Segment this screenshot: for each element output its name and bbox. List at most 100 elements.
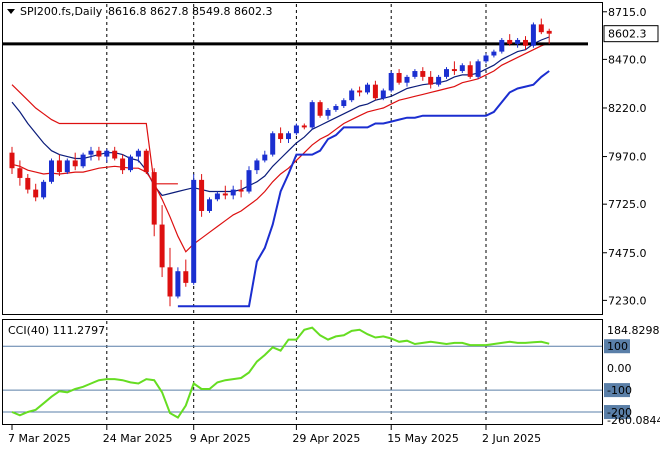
candle-up [207, 199, 212, 211]
candle-up [412, 71, 418, 77]
candle-down [25, 177, 31, 190]
axis-layer: 7 Mar 2025 24 Mar 2025 9 Apr 2025 29 Apr 20… [8, 6, 660, 445]
candle-up [246, 170, 252, 192]
indicator-line [11, 84, 178, 185]
candle-down [523, 39, 528, 46]
candle-up [475, 61, 481, 77]
candle-down [120, 158, 126, 171]
cci-panel-frame [2, 319, 603, 425]
cci-tick-highlight [604, 405, 630, 420]
price-tag-box [603, 25, 659, 43]
candle-down [420, 71, 426, 77]
candle-down [56, 160, 62, 173]
candle-up [293, 125, 299, 134]
candle-up [64, 160, 70, 173]
candle-up [135, 150, 141, 157]
candle-down [278, 133, 284, 140]
candle-down [33, 189, 39, 198]
x-tick-label: 24 Mar 2025 [103, 432, 173, 445]
cci-y-tick-label: -260.0844 [607, 414, 660, 427]
candle-down [112, 150, 118, 159]
candle-down [9, 152, 15, 169]
candle-down [467, 65, 473, 77]
x-tick-label: 2 Jun 2025 [482, 432, 541, 445]
x-tick-label: 7 Mar 2025 [8, 432, 71, 445]
candle-down [151, 172, 157, 225]
indicator-line [11, 42, 550, 253]
candle-up [341, 100, 347, 107]
cci-layer [11, 326, 550, 419]
candle-up [41, 181, 47, 198]
candle-up [388, 72, 394, 91]
price-y-tick-label: 7970.0 [608, 151, 647, 164]
candle-up [515, 39, 521, 44]
candle-up [88, 150, 94, 155]
header: SPI200.fs,Daily 8616.8 8627.8 8549.8 860… [7, 5, 272, 18]
candle-down [167, 267, 173, 297]
candle-down [451, 69, 457, 72]
price-y-tick-label: 7725.0 [608, 198, 647, 211]
price-y-tick-label: 8220.0 [608, 102, 647, 115]
date-gridlines [106, 4, 487, 423]
candle-down [159, 224, 165, 268]
price-y-tick-label: 7475.0 [608, 247, 647, 260]
ohlc-label: 8616.8 8627.8 8549.8 8602.3 [108, 5, 272, 18]
candle-down [238, 189, 244, 192]
candle-up [333, 106, 339, 110]
candle-down [372, 84, 378, 99]
candle-up [365, 84, 370, 93]
x-tick-label: 29 Apr 2025 [292, 432, 360, 445]
cci-y-tick-label: 0.00 [607, 362, 632, 375]
candle-up [436, 76, 442, 85]
candle-up [286, 133, 291, 140]
candle-up [128, 156, 133, 171]
candle-up [380, 90, 386, 99]
x-tick-label: 15 May 2025 [387, 432, 459, 445]
cci-y-tick-label: 100 [607, 340, 628, 353]
candle-up [262, 154, 268, 161]
candle-up [309, 102, 315, 128]
cci-y-tick-label: -200 [607, 406, 632, 419]
candle-up [404, 76, 410, 83]
candle-up [49, 160, 54, 182]
price-layer [3, 18, 588, 308]
cci-label: CCI(40) 111.2797 [8, 324, 105, 337]
candle-up [175, 271, 181, 297]
symbol-label: SPI200.fs,Daily [20, 5, 103, 18]
cci-y-tick-label: 184.8298 [607, 324, 660, 337]
candle-up [530, 24, 536, 46]
candle-up [325, 109, 331, 116]
candle-up [459, 65, 465, 72]
cci-tick-highlight [604, 339, 630, 354]
candle-down [507, 39, 513, 44]
candle-down [96, 150, 102, 157]
collapse-triangle-icon[interactable] [7, 9, 15, 14]
candle-up [270, 133, 276, 155]
candle-up [499, 39, 505, 52]
candle-down [199, 179, 205, 211]
cci-y-tick-label: -100 [607, 384, 632, 397]
price-y-tick-label: 8470.0 [608, 53, 647, 66]
cci-line [11, 326, 550, 419]
cci-tick-highlight [604, 383, 630, 398]
candle-down [301, 125, 307, 128]
candle-up [254, 160, 260, 171]
candle-down [546, 30, 552, 34]
candle-up [444, 69, 449, 77]
candle-down [538, 24, 544, 33]
candle-down [357, 90, 363, 93]
candle-down [396, 72, 402, 83]
candle-down [317, 102, 323, 116]
candle-up [214, 193, 220, 200]
candle-down [183, 271, 189, 283]
candle-down [143, 150, 149, 173]
candle-up [80, 154, 86, 167]
candle-up [104, 150, 110, 157]
cci-level-lines [3, 345, 602, 413]
candle-down [428, 76, 434, 85]
candle-down [17, 168, 23, 178]
candle-down [222, 193, 228, 196]
